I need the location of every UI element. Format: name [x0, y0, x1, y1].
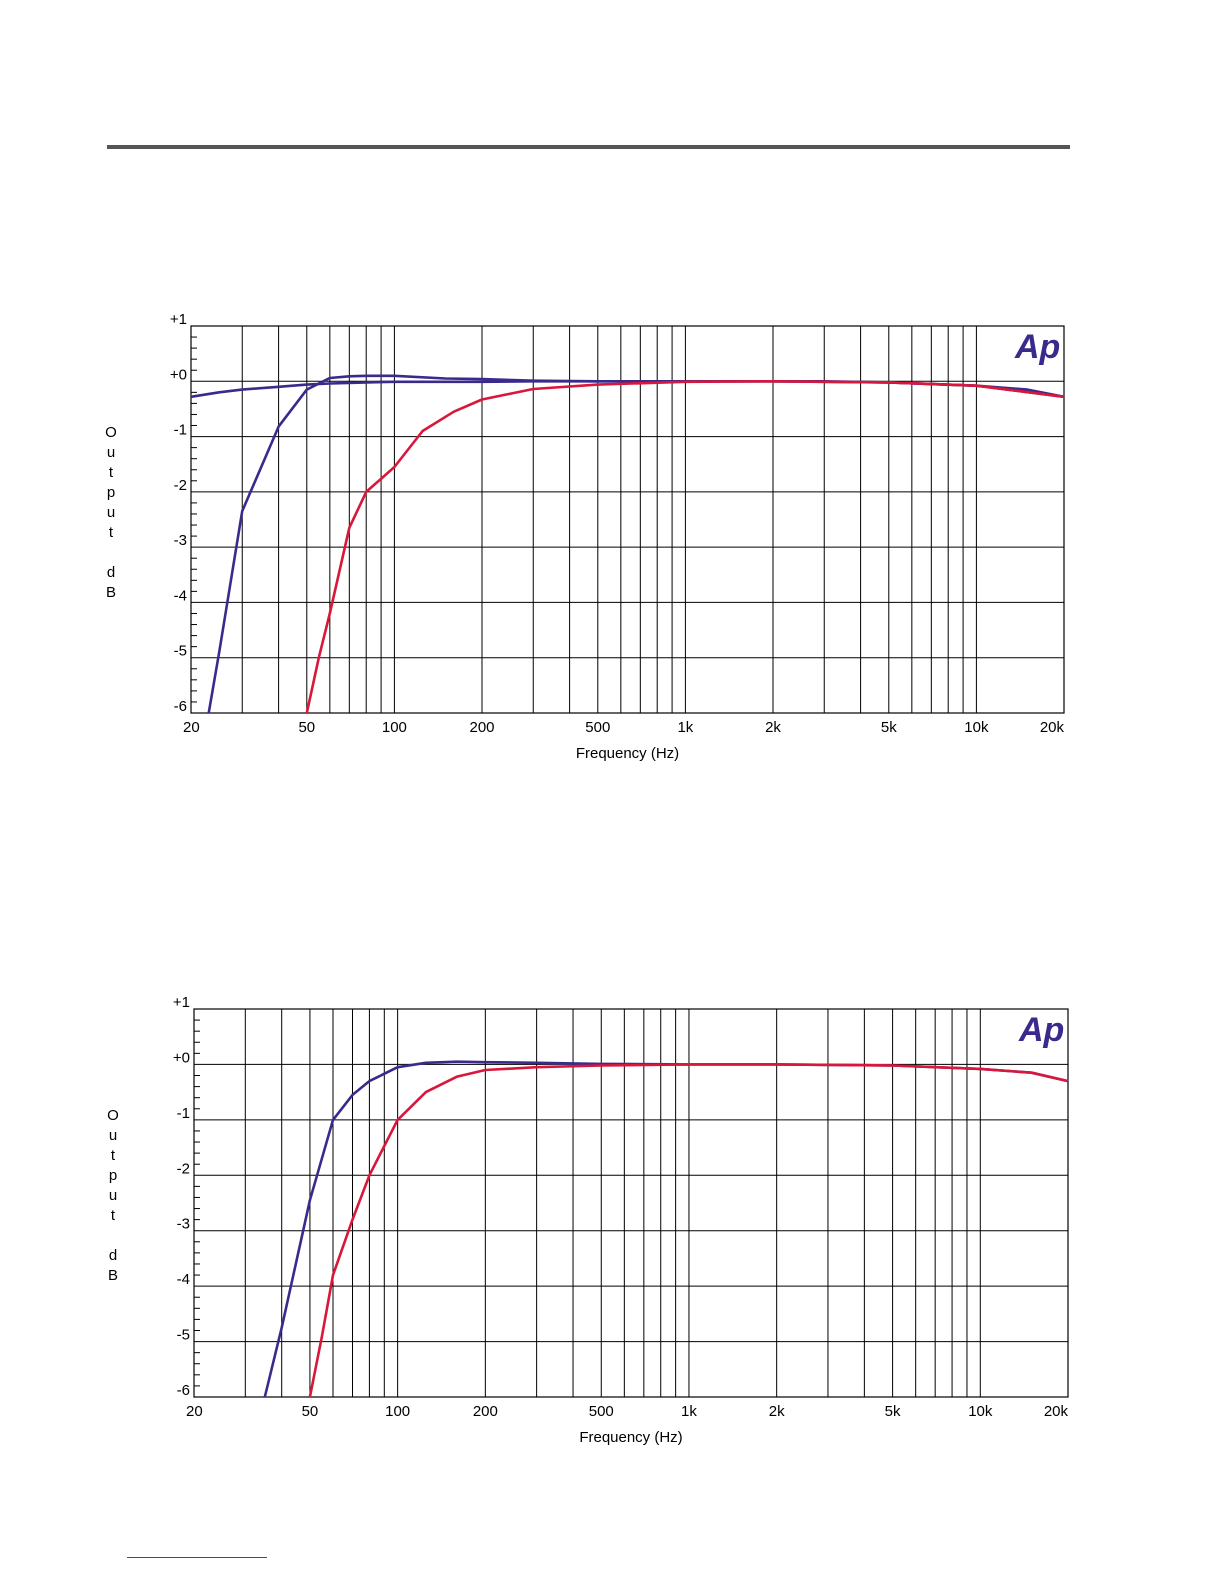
y-tick-label: -4	[174, 587, 187, 604]
header-rule	[107, 145, 1070, 149]
y-tick-label: -3	[174, 532, 187, 549]
x-tick-label: 200	[473, 1403, 498, 1420]
series-line-1	[263, 1060, 1069, 1398]
y-tick-label: -2	[177, 1160, 190, 1177]
y-axis-label-char: t	[109, 464, 114, 481]
y-tick-label: -1	[177, 1105, 190, 1122]
y-axis-label-char: d	[109, 1247, 117, 1264]
y-tick-label: -3	[177, 1216, 190, 1233]
y-tick-label: -5	[177, 1327, 190, 1344]
y-tick-label: -2	[174, 477, 187, 494]
series-line-3	[305, 379, 1065, 714]
y-axis-label-char: u	[109, 1187, 117, 1204]
series-line-2	[207, 374, 1065, 714]
y-axis-label-char: O	[107, 1107, 119, 1124]
y-tick-label: -1	[174, 422, 187, 439]
x-tick-label: 2k	[765, 719, 781, 736]
x-tick-label: 5k	[885, 1403, 901, 1420]
x-tick-label: 20k	[1040, 719, 1065, 736]
ap-logo: Ap	[1018, 1011, 1064, 1049]
frequency-response-chart-1: +1 +0 -1 -2 -3 -4 -5 -6 20 50 100 200 500 1k 2k 5k 10k 20…	[105, 311, 1065, 762]
plot-border	[193, 1008, 1069, 1398]
y-axis-label-char: O	[105, 424, 117, 441]
x-tick-label: 50	[298, 719, 315, 736]
x-tick-label: 10k	[968, 1403, 993, 1420]
x-tick-label: 20	[186, 1403, 203, 1420]
y-tick-label: +1	[170, 311, 187, 328]
y-axis-label-char: u	[109, 1127, 117, 1144]
y-tick-label: +1	[173, 994, 190, 1011]
y-axis-label-char: t	[111, 1207, 116, 1224]
x-tick-label: 2k	[769, 1403, 785, 1420]
y-tick-label: -6	[177, 1382, 190, 1399]
x-tick-label: 5k	[881, 719, 897, 736]
x-tick-label: 500	[589, 1403, 614, 1420]
series-line-2	[308, 1063, 1069, 1398]
y-axis-label-char: t	[109, 524, 114, 541]
x-tick-label: 500	[585, 719, 610, 736]
y-tick-label: -4	[177, 1271, 190, 1288]
x-tick-label: 200	[469, 719, 494, 736]
y-axis-label-char: B	[106, 584, 116, 601]
x-tick-label: 50	[302, 1403, 319, 1420]
y-tick-label: -5	[174, 643, 187, 660]
x-axis-label: Frequency (Hz)	[576, 745, 679, 762]
x-axis-label: Frequency (Hz)	[579, 1429, 682, 1446]
grid	[190, 325, 1065, 714]
y-tick-label: -6	[174, 698, 187, 715]
x-tick-label: 1k	[677, 719, 693, 736]
x-tick-label: 100	[382, 719, 407, 736]
y-axis-label-char: p	[109, 1167, 117, 1184]
x-tick-label: 100	[385, 1403, 410, 1420]
y-axis-label-char: t	[111, 1147, 116, 1164]
y-axis-label-char: d	[107, 564, 115, 581]
y-axis-label-char: B	[108, 1267, 118, 1284]
ap-logo: Ap	[1014, 328, 1060, 366]
x-tick-label: 10k	[964, 719, 989, 736]
y-axis-label-char: u	[107, 444, 115, 461]
frequency-response-chart-2: +1 +0 -1 -2 -3 -4 -5 -6 20 50 100 200 500 1k 2k 5k 10k 20…	[107, 994, 1069, 1446]
x-tick-label: 20k	[1044, 1403, 1069, 1420]
y-axis-label-char: p	[107, 484, 115, 501]
y-axis-label-char: u	[107, 504, 115, 521]
y-tick-label: +0	[173, 1049, 190, 1066]
x-tick-label: 20	[183, 719, 200, 736]
y-tick-label: +0	[170, 366, 187, 383]
x-tick-label: 1k	[681, 1403, 697, 1420]
footer-link-underline	[127, 1557, 267, 1558]
plot-border	[190, 325, 1065, 714]
